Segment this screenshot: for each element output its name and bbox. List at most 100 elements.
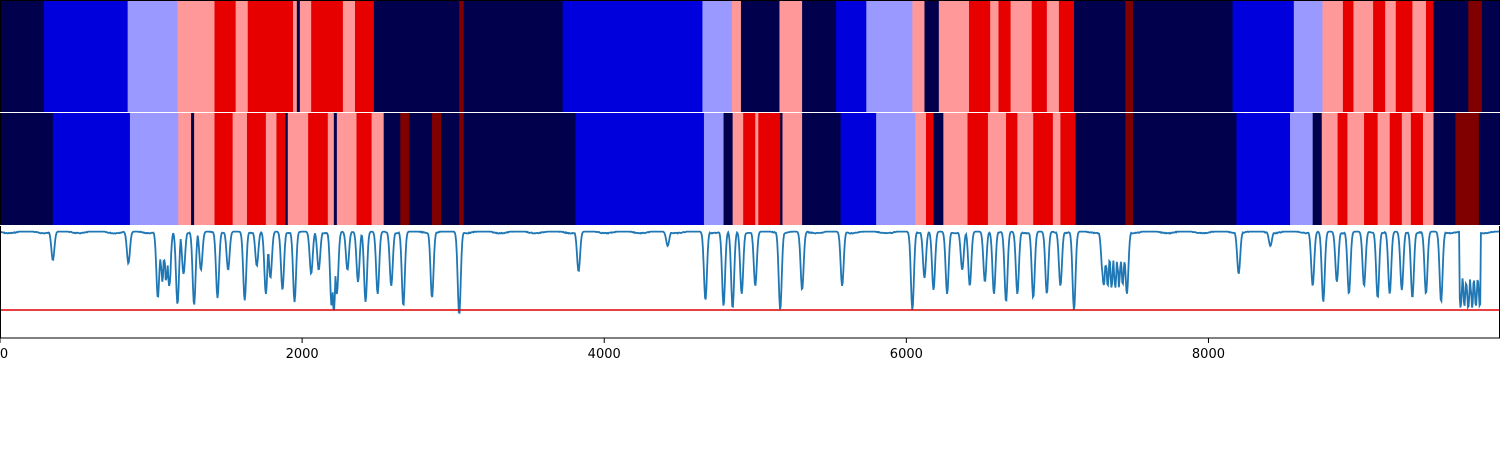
- strip2-segment: [383, 113, 401, 225]
- strip1-segment: [177, 0, 215, 112]
- strip2-segment: [1125, 113, 1134, 225]
- strip2-segment: [1312, 113, 1323, 225]
- strip2-segment: [723, 113, 734, 225]
- strip1-segment: [127, 0, 178, 112]
- strip1-segment: [1232, 0, 1295, 112]
- strip1-segment: [459, 0, 465, 112]
- strip2-segment: [194, 113, 215, 225]
- strip1-segment: [912, 0, 925, 112]
- strip1-segment: [1322, 0, 1344, 112]
- strip1-segment: [1342, 0, 1354, 112]
- strip1-segment: [373, 0, 460, 112]
- strip2-segment: [276, 113, 286, 225]
- strip2-segment: [441, 113, 460, 225]
- strip2-segment: [400, 113, 410, 225]
- strip1-segment: [1412, 0, 1427, 112]
- strip1-segment: [0, 0, 45, 112]
- strip1-segment: [1058, 0, 1075, 112]
- strip2-segment: [0, 113, 54, 225]
- strip2-segment: [336, 113, 357, 225]
- strip2-segment: [327, 113, 335, 225]
- strip2-segment: [758, 113, 781, 225]
- strip1-segment: [247, 0, 294, 112]
- strip2-segment: [191, 113, 195, 225]
- strip1-segment: [938, 0, 970, 112]
- strip2-segment: [1033, 113, 1054, 225]
- strip2-segment: [743, 113, 756, 225]
- strip1-segment: [1481, 0, 1500, 112]
- strip2-segment: [840, 113, 877, 225]
- strip1-segment: [1074, 0, 1126, 112]
- strip1-segment: [1433, 0, 1469, 112]
- strip2-segment: [1364, 113, 1379, 225]
- strip2-segment: [1052, 113, 1061, 225]
- strip1-segment: [311, 0, 344, 112]
- strip2-segment: [214, 113, 234, 225]
- strip2-segment: [1006, 113, 1018, 225]
- strip2-segment: [178, 113, 192, 225]
- strip1-segment: [1385, 0, 1397, 112]
- strip2-segment: [925, 113, 934, 225]
- strip2-segment: [371, 113, 385, 225]
- strip1-segment: [235, 0, 249, 112]
- strip2-segment: [1017, 113, 1034, 225]
- strip1-segment: [702, 0, 733, 112]
- strip1-segment: [866, 0, 913, 112]
- strip1-segment: [463, 0, 564, 112]
- strip2-segment: [1236, 113, 1291, 225]
- strip2-segment: [782, 113, 803, 225]
- strip2-segment: [1377, 113, 1391, 225]
- strip2-segment: [463, 113, 576, 225]
- strip1-segment: [296, 0, 301, 112]
- strip2-segment: [232, 113, 248, 225]
- strip2-segment: [333, 113, 338, 225]
- strip2-segment: [1455, 113, 1480, 225]
- strip1-segment: [293, 0, 298, 112]
- strip2-segment: [933, 113, 944, 225]
- strip2-segment: [409, 113, 433, 225]
- strip2-segment: [987, 113, 1007, 225]
- strip2-segment: [129, 113, 179, 225]
- strip2-segment: [703, 113, 724, 225]
- strip1-segment: [740, 0, 780, 112]
- strip1-segment: [1046, 0, 1060, 112]
- strip2-segment: [356, 113, 373, 225]
- strip2-segment: [1321, 113, 1339, 225]
- strip1-segment: [1353, 0, 1374, 112]
- strip2-segment: [459, 113, 465, 225]
- signal-series-line: [0, 230, 1500, 315]
- strip2-segment: [1347, 113, 1365, 225]
- strip1-segment: [1468, 0, 1483, 112]
- strip2-segment: [1060, 113, 1076, 225]
- strip2-segment: [287, 113, 309, 225]
- strip2-segment: [308, 113, 329, 225]
- strip2-segment: [246, 113, 267, 225]
- strip1-segment: [1031, 0, 1048, 112]
- x-tick-label: 0: [0, 347, 8, 362]
- strip1-segment: [1125, 0, 1134, 112]
- x-tick-label: 4000: [588, 347, 621, 362]
- strip1-segment: [562, 0, 703, 112]
- strip1-segment: [1293, 0, 1323, 112]
- strip2-segment: [732, 113, 744, 225]
- x-tick-label: 2000: [286, 347, 319, 362]
- strip2-segment: [1433, 113, 1456, 225]
- strip1-segment: [731, 0, 742, 112]
- strip2-segment: [1478, 113, 1500, 225]
- strip2-segment: [1410, 113, 1424, 225]
- strip2-segment: [876, 113, 916, 225]
- strip1-segment: [354, 0, 375, 112]
- segment-strip-1: [0, 0, 1500, 112]
- strip1-segment: [924, 0, 940, 112]
- strip1-segment: [998, 0, 1011, 112]
- strip1-segment: [969, 0, 991, 112]
- strip2-segment: [52, 113, 131, 225]
- strip1-segment: [299, 0, 312, 112]
- strip1-segment: [990, 0, 999, 112]
- strip2-segment: [1075, 113, 1126, 225]
- segment-strip-2: [0, 113, 1500, 225]
- strip2-segment: [265, 113, 277, 225]
- strip2-segment: [1290, 113, 1314, 225]
- strip2-segment: [915, 113, 927, 225]
